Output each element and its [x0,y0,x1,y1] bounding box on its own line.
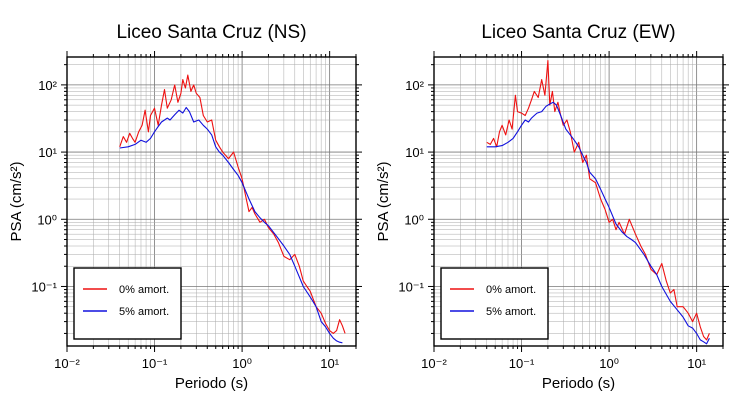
chart-panel-1: 10⁻² 10⁻¹ 10⁰ 10¹ 10⁻¹ 10⁰ 10¹ 10² Liceo Santa C… [8,22,362,392]
x-tick-label: 10⁰ [599,356,619,371]
y-axis-label: PSA (cm/s²) [8,161,25,241]
chart-panel-2: 10⁻² 10⁻¹ 10⁰ 10¹ 10⁻¹ 10⁰ 10¹ 10² Liceo Santa C… [375,22,729,392]
y-axis-label: PSA (cm/s²) [375,161,392,241]
plot-frame [66,56,357,347]
y-tick-label: 10⁰ [37,212,57,227]
y-tick-label: 10⁰ [404,212,424,227]
x-tick-label: 10⁻¹ [142,356,168,371]
plot-frame [433,56,724,347]
x-tick-label: 10⁻² [54,356,80,371]
legend-box [73,267,182,340]
x-tick-label: 10¹ [320,356,339,371]
series-line-blue [119,106,343,344]
legend-entry: 5% amort. [119,306,169,318]
y-tick-label: 10⁻¹ [31,279,57,294]
legend: 0% amort. 5% amort. [440,267,549,340]
legend-box [440,267,549,340]
y-tick-label: 10² [38,78,57,93]
series-line-red [486,60,710,341]
y-tick-label: 10⁻¹ [398,279,424,294]
legend-entry: 0% amort. [119,284,169,296]
y-tick-label: 10¹ [405,145,424,160]
grid [66,57,357,346]
series-line-red [119,74,346,334]
y-tick-label: 10² [405,78,424,93]
chart-title: Liceo Santa Cruz (NS) [116,22,306,43]
x-axis-label: Periodo (s) [542,375,615,392]
x-tick-label: 10¹ [687,356,706,371]
x-tick-label: 10⁰ [232,356,252,371]
legend-entry: 0% amort. [486,284,536,296]
chart-title: Liceo Santa Cruz (EW) [481,22,675,43]
legend: 0% amort. 5% amort. [73,267,182,340]
x-tick-label: 10⁻² [421,356,447,371]
y-tick-label: 10¹ [38,145,57,160]
series-line-blue [486,101,710,345]
legend-entry: 5% amort. [486,306,536,318]
x-tick-label: 10⁻¹ [509,356,535,371]
x-axis-label: Periodo (s) [175,375,248,392]
